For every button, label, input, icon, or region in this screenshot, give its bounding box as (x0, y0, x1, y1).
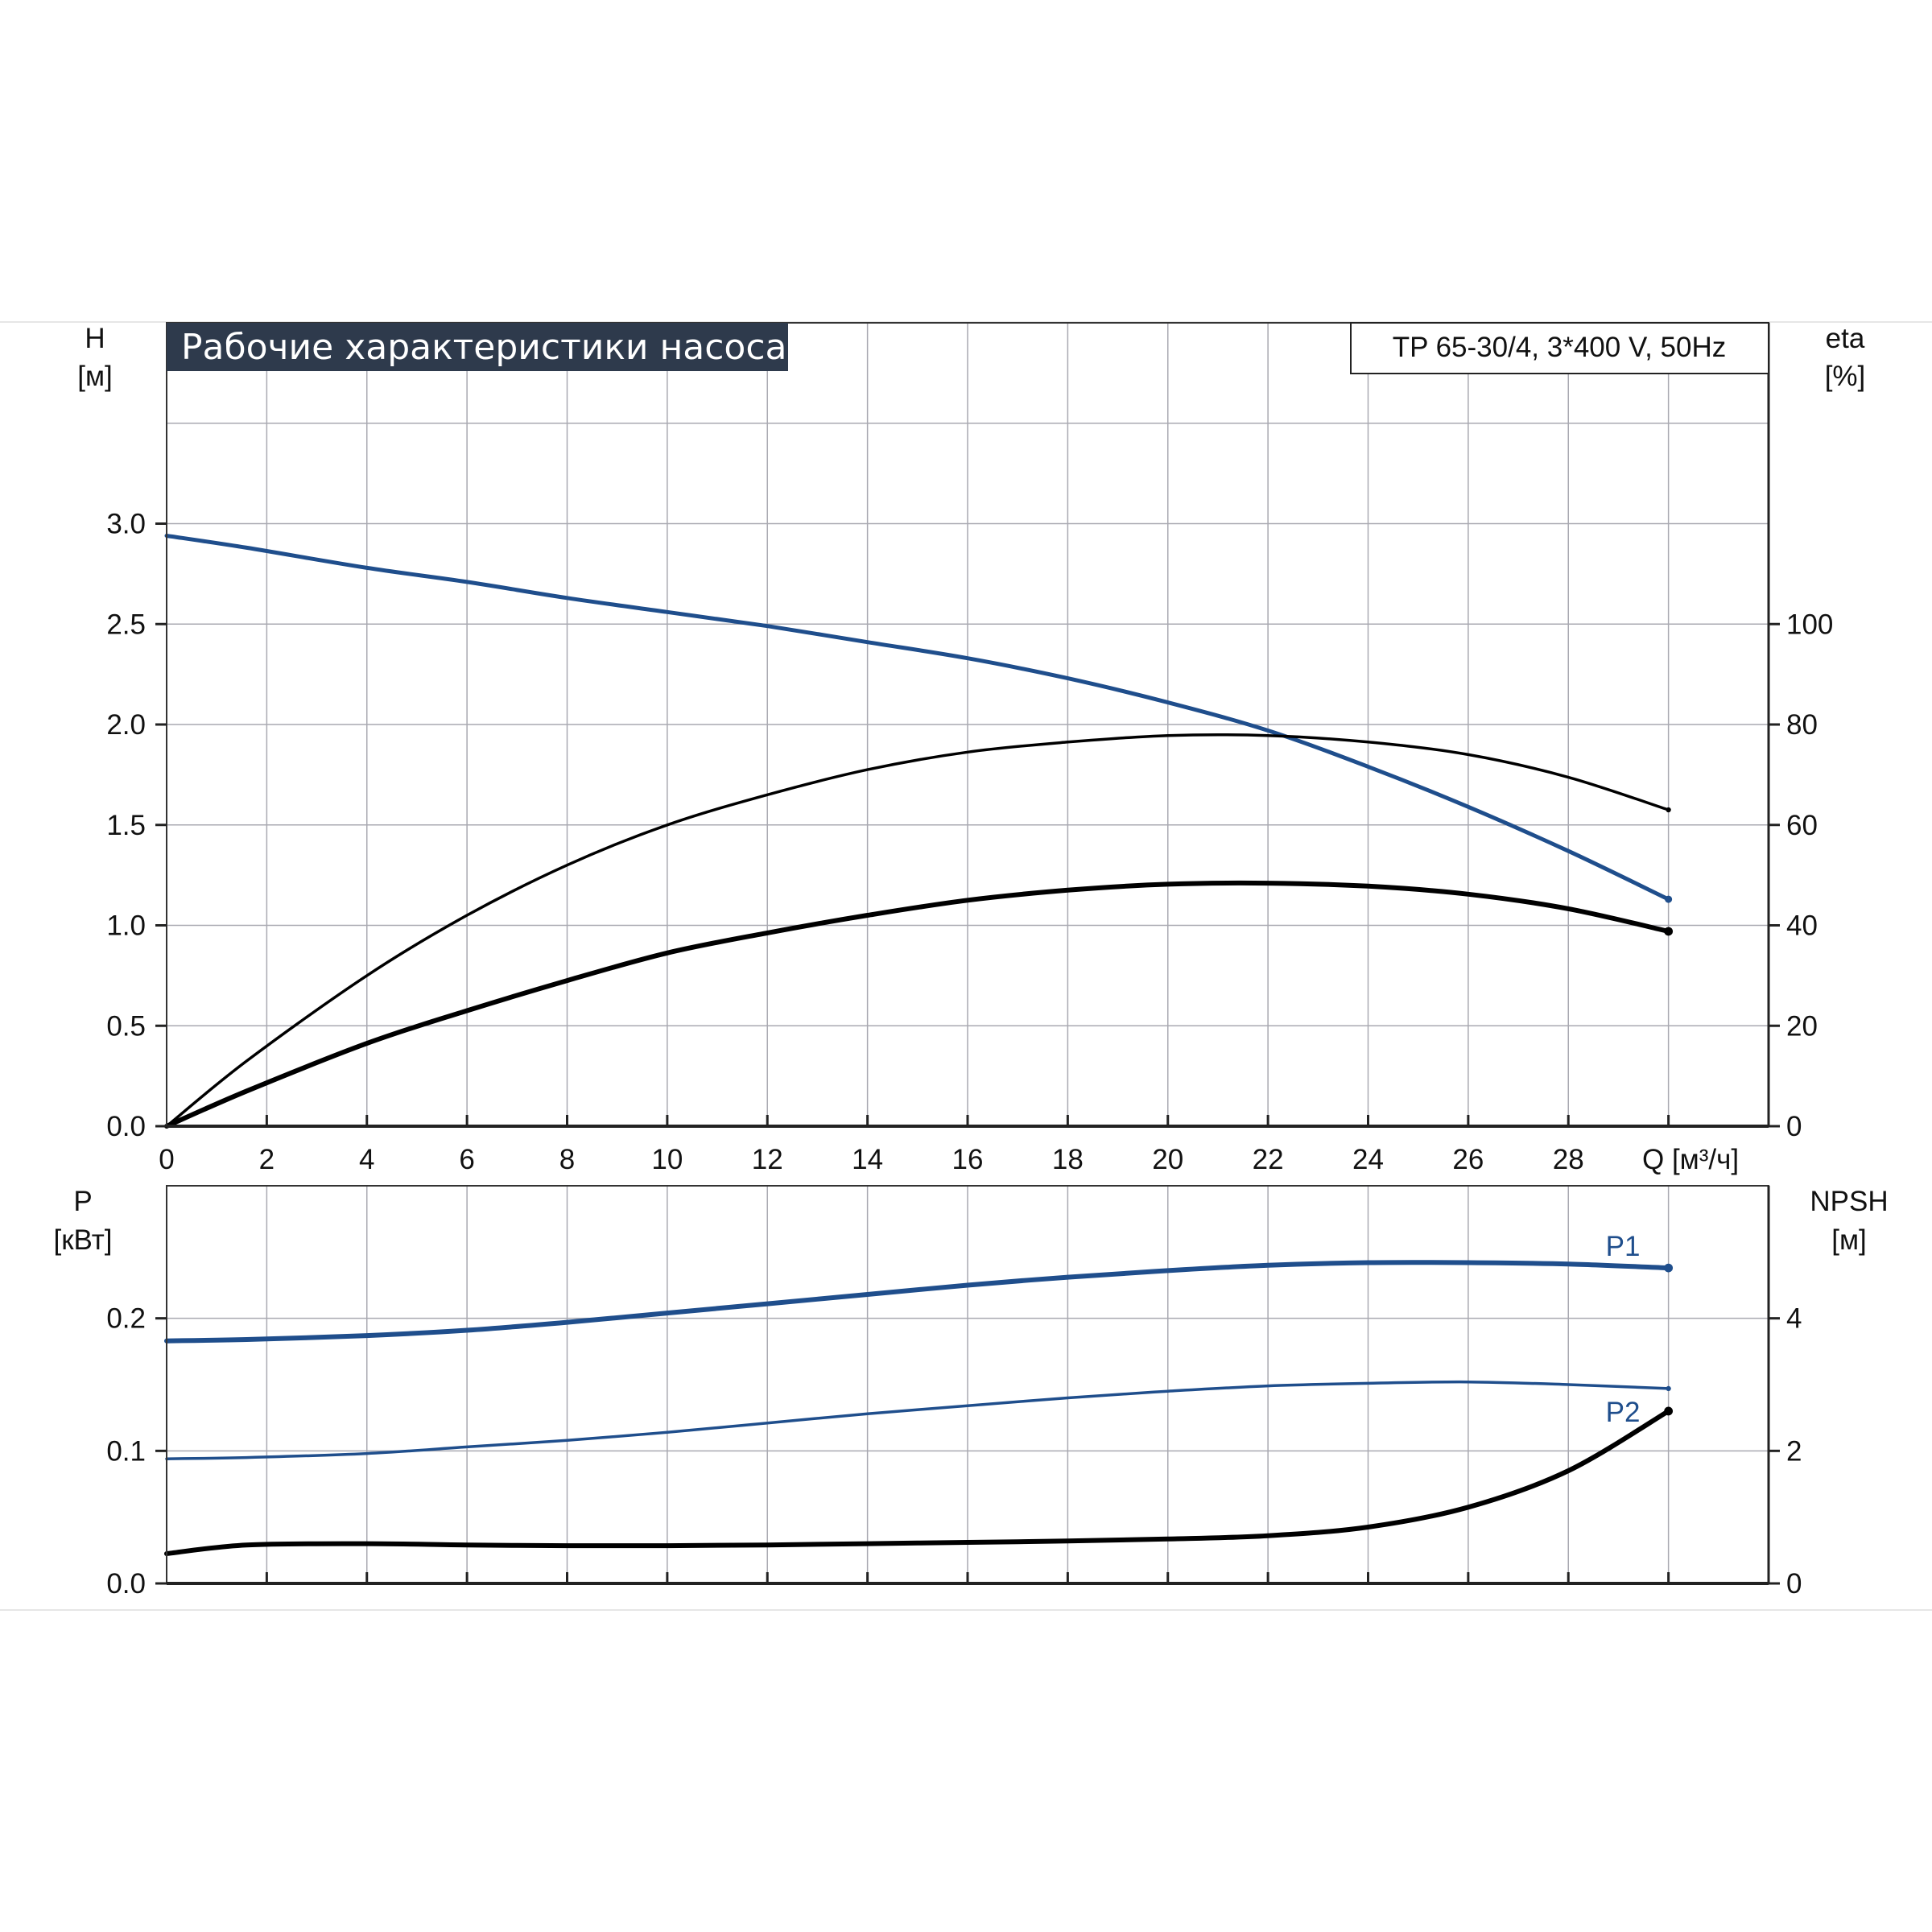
bottom-curves (164, 1260, 1674, 1556)
chart-title-box (167, 323, 788, 371)
bottom-series-2-end-point (1664, 1406, 1674, 1416)
y-right-tick-label: 4 (1786, 1303, 1802, 1335)
y-left-tick-label: 0.5 (106, 1010, 146, 1042)
p1-series-label: P1 (1606, 1231, 1641, 1262)
x-tick-label: 4 (359, 1144, 374, 1175)
y-left-tick-label: 2.0 (106, 709, 146, 741)
top-series-0-curve (164, 534, 1671, 902)
npsh-axis-label: NPSH (1810, 1186, 1888, 1217)
y-left-tick-label: 1.0 (106, 910, 146, 942)
power-axis-label: P (73, 1186, 92, 1217)
y-left-tick-label: 1.5 (106, 810, 146, 841)
top-series-2-end-point (1664, 927, 1674, 936)
x-tick-label: 0 (159, 1144, 174, 1175)
bottom-series-1-curve (165, 1380, 1670, 1460)
model-label-box (1350, 322, 1769, 374)
top-series-0-end-point (1665, 895, 1673, 903)
x-tick-label: 24 (1352, 1144, 1384, 1175)
x-tick-label: 2 (259, 1144, 275, 1175)
x-tick-label: 6 (459, 1144, 474, 1175)
y-right-tick-label: 60 (1786, 810, 1818, 841)
top-curves (164, 534, 1674, 1129)
x-tick-label: 14 (852, 1144, 883, 1175)
y-right-tick-label: 100 (1786, 609, 1833, 640)
y-right-tick-label: 80 (1786, 709, 1818, 741)
x-tick-label: 20 (1152, 1144, 1183, 1175)
x-tick-label: 8 (559, 1144, 575, 1175)
x-axis-label: Q [м³/ч] (1642, 1144, 1739, 1175)
top-series-1-curve (165, 733, 1670, 1128)
x-tick-label: 28 (1553, 1144, 1584, 1175)
y-left-tick-label: 2.5 (106, 609, 146, 640)
chart-title: Рабочие характеристики насоса (181, 327, 786, 368)
y-right-tick-label: 40 (1786, 910, 1818, 942)
y-right-tick-label: 20 (1786, 1010, 1818, 1042)
top-series-2-curve (164, 880, 1671, 1129)
top-series-1-end-point (1666, 807, 1671, 813)
y-left-tick-label: 0.0 (106, 1568, 146, 1600)
y-right-tick-label: 0 (1786, 1111, 1802, 1142)
power-axis-unit: [кВт] (54, 1224, 113, 1256)
bottom-series-0-end-point (1664, 1263, 1674, 1273)
y-left-tick-label: 0.1 (106, 1435, 146, 1467)
bottom-series-1-end-point (1666, 1385, 1671, 1392)
p2-series-label: P2 (1606, 1397, 1641, 1428)
bottom-series-0-curve (164, 1260, 1671, 1344)
x-tick-label: 10 (651, 1144, 683, 1175)
model-label: TP 65-30/4, 3*400 V, 50Hz (1393, 332, 1726, 363)
bottom-ticks: 0.0 0.1 0.2 0 2 4 (106, 1303, 1802, 1600)
npsh-axis-unit: [м] (1831, 1224, 1867, 1256)
bottom-series-2-curve (164, 1408, 1671, 1556)
y-right-tick-label: 0 (1786, 1568, 1802, 1600)
y-right-tick-label: 2 (1786, 1435, 1802, 1467)
y-left-tick-label: 3.0 (106, 509, 146, 540)
y-left-label: H (85, 323, 105, 354)
y-left-tick-label: 0.0 (106, 1111, 146, 1142)
x-tick-label: 12 (752, 1144, 783, 1175)
x-tick-label: 18 (1052, 1144, 1084, 1175)
power-npsh-chart: 0.0 0.1 0.2 0 2 4 P [кВт] NPSH [м] P1 P2 (54, 1185, 1889, 1600)
x-tick-label: 22 (1253, 1144, 1284, 1175)
x-tick-label: 16 (952, 1144, 984, 1175)
y-right-label: eta (1826, 323, 1865, 354)
y-right-unit: [%] (1825, 361, 1866, 392)
x-tick-label: 26 (1452, 1144, 1484, 1175)
y-left-tick-label: 0.2 (106, 1303, 146, 1335)
y-left-unit: [м] (77, 361, 113, 392)
top-grid (167, 323, 1769, 1126)
